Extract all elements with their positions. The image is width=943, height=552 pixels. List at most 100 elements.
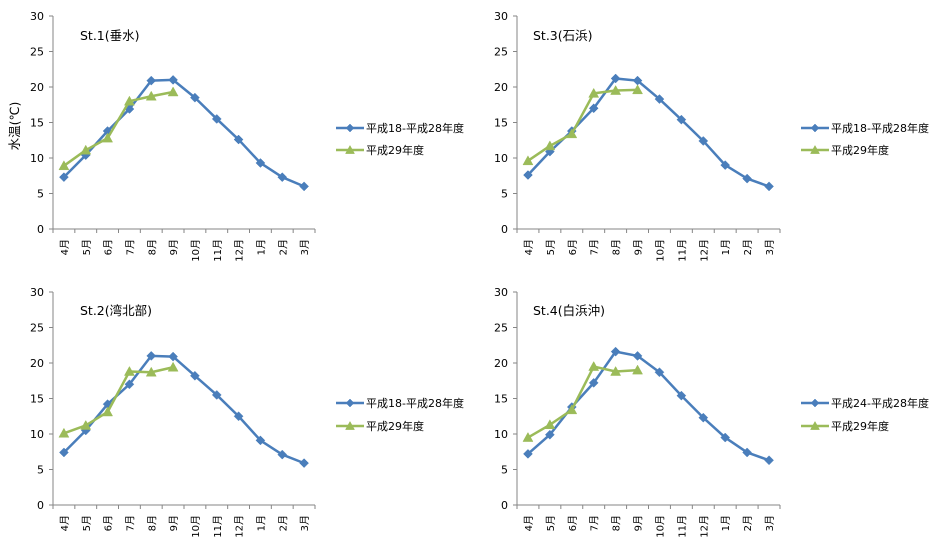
series-line-1 [527,350,770,462]
data-point-diamond [764,455,774,466]
data-point-triangle [522,155,534,166]
y-tick-label: 15 [494,393,508,406]
legend-label-1: 平成24-平成28年度 [831,396,929,410]
x-tick-label: 7月 [589,515,601,531]
series-line-1 [527,77,770,188]
x-tick-label: 10月 [190,239,202,262]
data-point-diamond [299,458,309,468]
x-tick-label: 2月 [742,515,754,531]
x-tick-label: 11月 [212,239,224,262]
legend-marker-triangle [810,144,820,154]
data-point-triangle [522,432,534,442]
x-tick-label: 4月 [523,239,535,255]
series-line-2 [63,366,174,435]
x-tick-label: 12月 [698,239,710,262]
y-tick-label: 30 [494,10,508,23]
data-point-diamond [255,435,266,446]
legend-marker-diamond [345,123,355,133]
y-tick-label: 15 [30,117,44,130]
data-point-triangle [123,95,135,106]
data-point-triangle [58,160,70,171]
x-tick-label: 2月 [277,515,289,531]
x-tick-label: 4月 [59,239,71,255]
data-point-triangle [167,361,179,372]
chart-title: St.1(垂水) [80,28,140,43]
x-tick-label: 3月 [764,239,776,255]
y-tick-label: 30 [30,286,44,299]
chart-panel-2: 0 5 10 15 20 25 30 4月 5月 6月 7月 8月 9月 10月 11月 12月 1月 2月 3月 S… [494,10,929,262]
x-tick-label: 9月 [168,515,180,531]
y-tick-label: 20 [494,357,508,370]
x-tick-label: 9月 [633,239,645,255]
data-point-triangle [566,404,578,415]
data-point-diamond [720,432,731,443]
data-point-triangle [588,361,600,371]
data-point-diamond [190,92,200,103]
data-point-diamond [168,75,178,85]
y-tick-label: 20 [30,357,44,370]
data-point-diamond [146,351,157,361]
series-line-2 [527,365,638,439]
x-tick-label: 4月 [59,515,71,531]
data-point-triangle [544,140,556,151]
data-point-triangle [145,90,157,101]
data-point-diamond [59,172,69,183]
chart-panel-1: 0 5 10 15 20 25 30 4月 5月 6月 7月 8月 9月 10月 11月 12月 1月 2月 3月 S… [30,10,464,262]
data-point-diamond [211,390,222,400]
x-tick-label: 4月 [523,515,535,531]
y-tick-label: 25 [494,322,508,335]
y-tick-label: 0 [37,499,44,512]
y-tick-label: 5 [37,464,44,477]
x-tick-label: 6月 [567,239,579,255]
data-point-diamond [698,412,709,423]
x-tick-label: 8月 [146,239,158,255]
x-tick-label: 11月 [676,239,688,262]
legend-label-2: 平成29年度 [366,143,424,157]
series-line-2 [63,90,174,167]
chart-title: St.2(湾北部) [80,303,152,318]
x-tick-label: 5月 [81,239,93,255]
x-tick-label: 3月 [764,515,776,531]
data-point-diamond [654,94,665,104]
x-tick-label: 1月 [255,239,267,255]
y-tick-label: 30 [30,10,44,23]
y-tick-label: 10 [494,428,508,441]
x-tick-label: 8月 [611,239,623,255]
y-tick-label: 15 [30,393,44,406]
x-tick-label: 12月 [234,239,246,262]
data-point-diamond [299,181,309,192]
data-point-diamond [233,134,244,145]
legend-label-1: 平成18-平成28年度 [366,396,464,410]
data-point-triangle [610,85,622,95]
data-point-diamond [610,346,621,357]
y-tick-label: 20 [30,81,44,94]
data-point-triangle [58,427,70,438]
y-tick-label: 15 [494,117,508,130]
data-point-triangle [610,366,622,376]
legend-label-2: 平成29年度 [831,143,889,157]
x-tick-label: 2月 [742,239,754,255]
series-line-1 [63,78,305,188]
chart-title: St.3(石浜) [533,28,593,43]
chart-panel-3: 0 5 10 15 20 25 30 4月 5月 6月 7月 8月 9月 10月 11月 12月 1月 2月 3月 S… [30,286,464,538]
legend-label-2: 平成29年度 [366,419,424,433]
legend-label-2: 平成29年度 [831,419,889,433]
legend-marker-triangle [345,420,355,430]
series-line-1 [63,354,305,465]
data-point-diamond [588,378,599,388]
data-point-diamond [742,173,752,184]
x-tick-label: 5月 [545,239,557,255]
x-tick-label: 10月 [654,239,666,262]
x-tick-label: 7月 [124,239,136,255]
data-point-diamond [277,449,288,460]
data-point-diamond [523,170,533,180]
x-tick-label: 1月 [720,515,732,531]
data-point-diamond [233,411,244,422]
x-tick-label: 6月 [103,515,115,531]
x-tick-label: 7月 [124,515,136,531]
x-tick-label: 2月 [277,239,289,255]
data-point-diamond [211,114,222,124]
x-tick-label: 5月 [81,515,93,531]
x-tick-label: 1月 [720,239,732,255]
data-point-diamond [523,449,533,459]
